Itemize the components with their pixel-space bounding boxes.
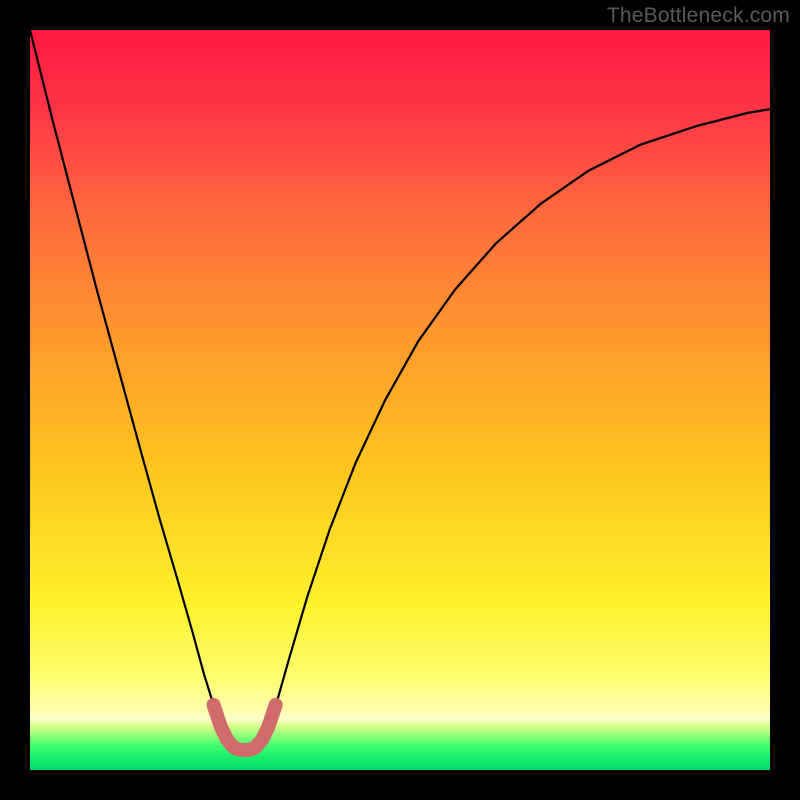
chart-svg: [30, 30, 770, 770]
bottleneck-curve: [30, 30, 770, 750]
valley-marker: [214, 705, 276, 750]
plot-area: [30, 30, 770, 770]
watermark-text: TheBottleneck.com: [607, 4, 790, 28]
